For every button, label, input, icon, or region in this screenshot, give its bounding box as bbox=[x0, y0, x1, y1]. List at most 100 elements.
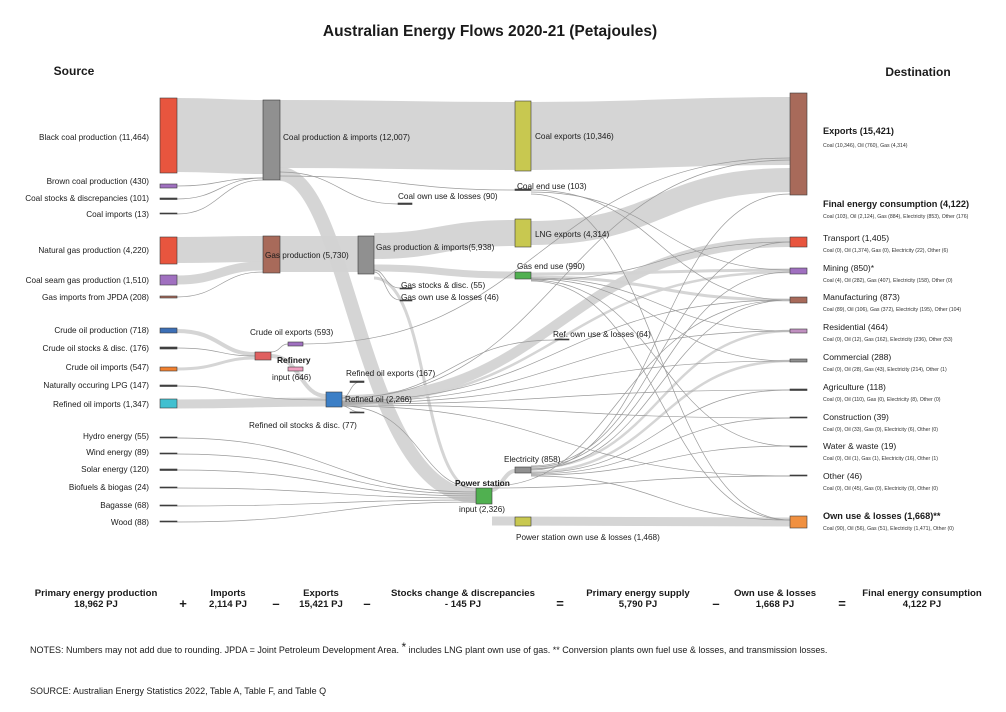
node-mining bbox=[789, 267, 808, 275]
dest-agriculture-detail: Coal (0), Oil (110), Gas (0), Electricit… bbox=[823, 397, 941, 403]
dest-manufacturing-name: Manufacturing (873) bbox=[823, 292, 900, 302]
node-crude-exports bbox=[287, 341, 304, 347]
thin-flow-34 bbox=[341, 404, 791, 419]
dest-construction-detail: Coal (0), Oil (33), Gas (0), Electricity… bbox=[823, 427, 938, 433]
node-crude-stocks bbox=[159, 346, 178, 350]
destination-labels: Exports (15,421) Coal (10,346), Oil (760… bbox=[823, 126, 969, 532]
thin-flow-42 bbox=[530, 417, 791, 475]
thin-flow-16 bbox=[176, 437, 477, 493]
dest-residential-detail: Coal (0), Oil (12), Gas (162), Electrici… bbox=[823, 337, 953, 343]
eq-op-minus-3: – bbox=[712, 596, 720, 611]
label-electricity: Electricity (858) bbox=[504, 455, 561, 464]
node-gas-production bbox=[262, 235, 281, 274]
node-ref-own-use bbox=[554, 338, 570, 341]
source-wind-label: Wind energy (89) bbox=[86, 448, 149, 457]
eq-op-plus: + bbox=[179, 596, 187, 611]
dest-exports-detail: Coal (10,346), Oil (760), Gas (4,314) bbox=[823, 143, 908, 149]
thin-flow-7 bbox=[373, 269, 401, 289]
thin-flow-37 bbox=[302, 157, 791, 345]
destination-column-header: Destination bbox=[885, 65, 950, 79]
eq-imports-label: Imports bbox=[210, 588, 246, 599]
node-power-station bbox=[475, 487, 493, 505]
thin-flow-35 bbox=[341, 405, 791, 477]
eq-own-use: Own use & losses 1,668 PJ bbox=[734, 588, 816, 610]
dest-own-use-name: Own use & losses (1,668)** bbox=[823, 511, 941, 521]
node-bagasse bbox=[159, 504, 178, 507]
eq-own-use-label: Own use & losses bbox=[733, 588, 817, 599]
flow-natural-gas bbox=[176, 236, 264, 263]
label-lng-exports: LNG exports (4,314) bbox=[535, 230, 609, 239]
thin-flow-26 bbox=[530, 278, 791, 362]
notes-star: * bbox=[401, 640, 407, 654]
notes: NOTES: Numbers may not add due to roundi… bbox=[30, 640, 827, 655]
thin-flow-4 bbox=[176, 271, 264, 298]
node-natural-gas bbox=[159, 236, 178, 265]
source-bagasse-label: Bagasse (68) bbox=[100, 501, 149, 510]
thin-flow-18 bbox=[176, 469, 477, 497]
source-wood-label: Wood (88) bbox=[111, 518, 149, 527]
destination-nodes bbox=[789, 92, 808, 529]
source-lpg-label: Naturally occuring LPG (147) bbox=[43, 381, 149, 390]
thin-flow-47 bbox=[491, 475, 791, 489]
thin-flow-38 bbox=[530, 241, 791, 467]
thin-flow-20 bbox=[176, 499, 477, 507]
node-brown-coal bbox=[159, 183, 178, 189]
eq-primary-production-value: 18,962 PJ bbox=[74, 599, 118, 610]
energy-balance-equation: Primary energy production 18,962 PJ + Im… bbox=[0, 588, 1006, 618]
thin-flow-30 bbox=[341, 299, 791, 402]
eq-final-consumption-label: Final energy consumption bbox=[862, 588, 982, 599]
notes-text-2: includes LNG plant own use of gas. ** Co… bbox=[408, 645, 828, 655]
label-gas-prod-imports: Gas production & imports(5,938) bbox=[376, 243, 495, 252]
intermediate-labels: Coal production & imports (12,007) Gas p… bbox=[249, 132, 660, 542]
label-refinery: Refinery bbox=[277, 355, 311, 365]
dest-commercial-detail: Coal (0), Oil (28), Gas (43), Electricit… bbox=[823, 367, 947, 373]
source-black-coal-label: Black coal production (11,464) bbox=[39, 133, 149, 142]
source-labels: Black coal production (11,464) Brown coa… bbox=[25, 133, 149, 527]
dest-water-name: Water & waste (19) bbox=[823, 441, 896, 451]
dest-manufacturing-detail: Coal (89), Oil (106), Gas (372), Electri… bbox=[823, 307, 961, 313]
node-gas-stocks bbox=[399, 287, 413, 290]
thin-flows bbox=[176, 157, 791, 523]
thin-flow-25 bbox=[530, 277, 791, 332]
flow-gas-end-manufacturing bbox=[530, 275, 791, 302]
node-lpg bbox=[159, 384, 178, 387]
node-coal-seam-gas bbox=[159, 274, 178, 286]
thin-flow-43 bbox=[530, 445, 791, 476]
flow-gas-end-mining bbox=[530, 268, 791, 276]
label-power-input: input (2,326) bbox=[459, 505, 505, 514]
label-crude-exports: Crude oil exports (593) bbox=[250, 328, 334, 337]
node-crude-oil bbox=[159, 327, 178, 334]
thin-flow-40 bbox=[530, 299, 791, 470]
label-coal-production: Coal production & imports (12,007) bbox=[283, 133, 410, 142]
label-ref-own-use: Ref. own use & losses (64) bbox=[553, 330, 651, 339]
thin-flow-33 bbox=[341, 389, 791, 405]
thin-flow-24 bbox=[530, 193, 791, 521]
thin-flow-1 bbox=[176, 177, 264, 187]
node-other bbox=[789, 474, 808, 477]
node-refinery bbox=[254, 351, 272, 361]
source-refined-imports-label: Refined oil imports (1,347) bbox=[53, 400, 149, 409]
eq-primary-supply-value: 5,790 PJ bbox=[618, 599, 658, 610]
eq-primary-production-label: Primary energy production bbox=[34, 588, 158, 599]
node-gas-own-use bbox=[399, 299, 413, 302]
label-gas-stocks: Gas stocks & disc. (55) bbox=[401, 281, 485, 290]
label-refined-exports: Refined oil exports (167) bbox=[346, 369, 435, 378]
source-crude-stocks-label: Crude oil stocks & disc. (176) bbox=[43, 344, 150, 353]
label-refinery-input: input (646) bbox=[272, 373, 311, 382]
source-coal-imports-label: Coal imports (13) bbox=[86, 210, 149, 219]
node-hydro bbox=[159, 436, 178, 439]
flow-refined-imports bbox=[176, 397, 327, 409]
eq-final-consumption: Final energy consumption 4,122 PJ bbox=[862, 588, 981, 610]
node-gas-prod-imports bbox=[357, 235, 375, 275]
eq-exports: Exports 15,421 PJ bbox=[299, 588, 343, 610]
node-coal-production bbox=[262, 99, 281, 181]
notes-text-1: NOTES: Numbers may not add due to roundi… bbox=[30, 645, 399, 655]
eq-imports-value: 2,114 PJ bbox=[209, 599, 247, 610]
node-wood bbox=[159, 520, 178, 523]
thin-flow-31 bbox=[341, 330, 791, 403]
flow-power-electricity bbox=[491, 469, 516, 492]
flow-refined-transport bbox=[341, 237, 791, 405]
thin-flow-19 bbox=[176, 487, 477, 499]
source-solar-label: Solar energy (120) bbox=[81, 465, 149, 474]
source-biofuels-label: Biofuels & biogas (24) bbox=[69, 483, 149, 492]
